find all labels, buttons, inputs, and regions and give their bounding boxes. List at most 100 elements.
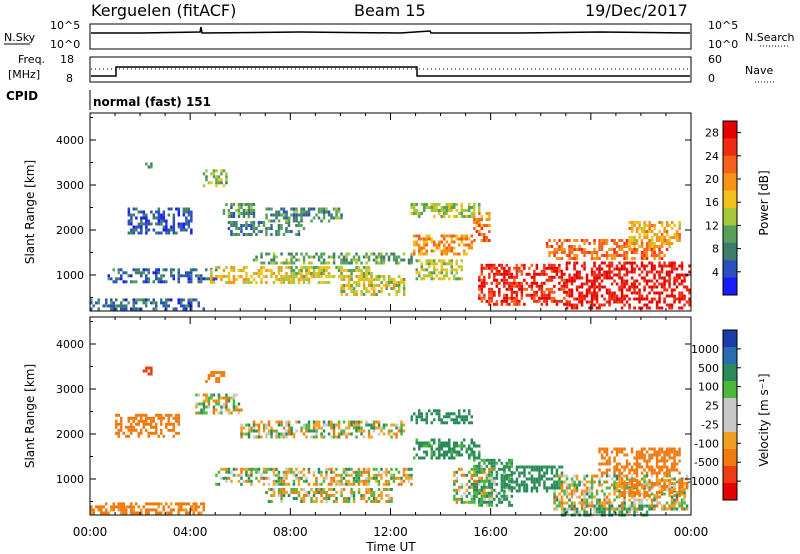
- data-cell: [267, 500, 271, 503]
- data-cell: [140, 219, 143, 223]
- data-cell: [330, 435, 333, 439]
- data-cell: [603, 450, 606, 454]
- data-cell: [162, 216, 166, 220]
- data-cell: [640, 257, 644, 260]
- data-cell: [535, 263, 539, 267]
- data-cell: [555, 498, 559, 502]
- data-cell: [320, 207, 323, 211]
- data-cell: [410, 212, 413, 215]
- x-tick-label: 00:00: [674, 525, 709, 539]
- data-cell: [435, 268, 438, 272]
- data-cell: [377, 255, 381, 259]
- data-cell: [207, 377, 211, 380]
- data-cell: [237, 227, 241, 230]
- data-cell: [130, 505, 133, 509]
- data-cell: [247, 473, 251, 477]
- data-cell: [500, 479, 504, 483]
- data-cell: [648, 279, 651, 283]
- data-cell: [215, 268, 218, 272]
- data-cell: [673, 494, 676, 497]
- data-cell: [513, 290, 516, 294]
- data-cell: [115, 277, 118, 281]
- data-cell: [315, 252, 318, 256]
- data-cell: [638, 273, 641, 277]
- data-cell: [498, 458, 501, 462]
- data-cell: [297, 221, 301, 224]
- data-cell: [450, 259, 453, 263]
- data-cell: [673, 468, 676, 472]
- data-cell: [122, 508, 125, 512]
- data-cell: [613, 474, 616, 478]
- data-cell: [182, 298, 185, 302]
- data-cell: [455, 203, 458, 206]
- data-cell: [362, 272, 366, 275]
- data-cell: [325, 491, 328, 494]
- data-cell: [175, 307, 178, 311]
- data-cell: [335, 497, 338, 500]
- data-cell: [618, 485, 621, 488]
- data-cell: [583, 498, 586, 502]
- data-cell: [448, 249, 451, 253]
- data-cell: [633, 242, 636, 245]
- data-cell: [345, 497, 348, 500]
- colorbar-tick-label: -1000: [687, 475, 719, 488]
- data-cell: [402, 284, 406, 287]
- data-cell: [473, 239, 476, 242]
- data-cell: [147, 508, 150, 512]
- data-cell: [142, 210, 146, 214]
- data-cell: [340, 293, 343, 296]
- data-cell: [633, 251, 636, 254]
- data-cell: [292, 281, 296, 284]
- data-cell: [650, 498, 654, 502]
- data-cell: [435, 262, 438, 266]
- data-cell: [665, 248, 669, 251]
- data-cell: [445, 262, 448, 266]
- data-cell: [483, 284, 486, 288]
- data-cell: [643, 474, 646, 478]
- data-cell: [252, 258, 256, 262]
- data-cell: [598, 270, 601, 274]
- data-cell: [152, 298, 155, 302]
- data-cell: [282, 261, 286, 265]
- data-cell: [680, 306, 684, 310]
- data-cell: [613, 447, 616, 451]
- data-cell: [312, 491, 316, 494]
- data-cell: [167, 413, 170, 417]
- data-cell: [205, 268, 208, 272]
- data-cell: [180, 298, 183, 302]
- data-cell: [443, 237, 446, 241]
- data-cell: [468, 470, 471, 474]
- data-cell: [347, 432, 351, 436]
- data-cell: [655, 245, 659, 248]
- data-cell: [325, 467, 328, 471]
- data-cell: [670, 456, 674, 460]
- data-cell: [648, 245, 651, 248]
- data-cell: [630, 291, 634, 295]
- velocity-patch: [205, 371, 226, 383]
- data-cell: [255, 423, 258, 427]
- data-cell: [595, 273, 599, 277]
- data-cell: [563, 507, 566, 511]
- data-cell: [295, 497, 298, 500]
- data-cell: [438, 456, 441, 460]
- data-cell: [275, 210, 278, 214]
- data-cell: [257, 432, 261, 436]
- data-cell: [683, 276, 686, 280]
- data-cell: [668, 236, 671, 239]
- data-cell: [110, 298, 113, 302]
- data-cell: [297, 494, 301, 497]
- data-cell: [345, 432, 348, 436]
- data-cell: [635, 453, 639, 457]
- data-cell: [285, 470, 288, 474]
- data-cell: [615, 242, 619, 245]
- data-cell: [165, 231, 168, 235]
- data-cell: [290, 255, 293, 259]
- data-cell: [382, 261, 386, 265]
- data-cell: [605, 459, 609, 463]
- data-cell: [135, 502, 138, 506]
- data-cell: [560, 248, 564, 251]
- data-cell: [650, 485, 654, 488]
- data-cell: [478, 476, 481, 480]
- data-cell: [425, 415, 428, 419]
- data-cell: [440, 234, 443, 238]
